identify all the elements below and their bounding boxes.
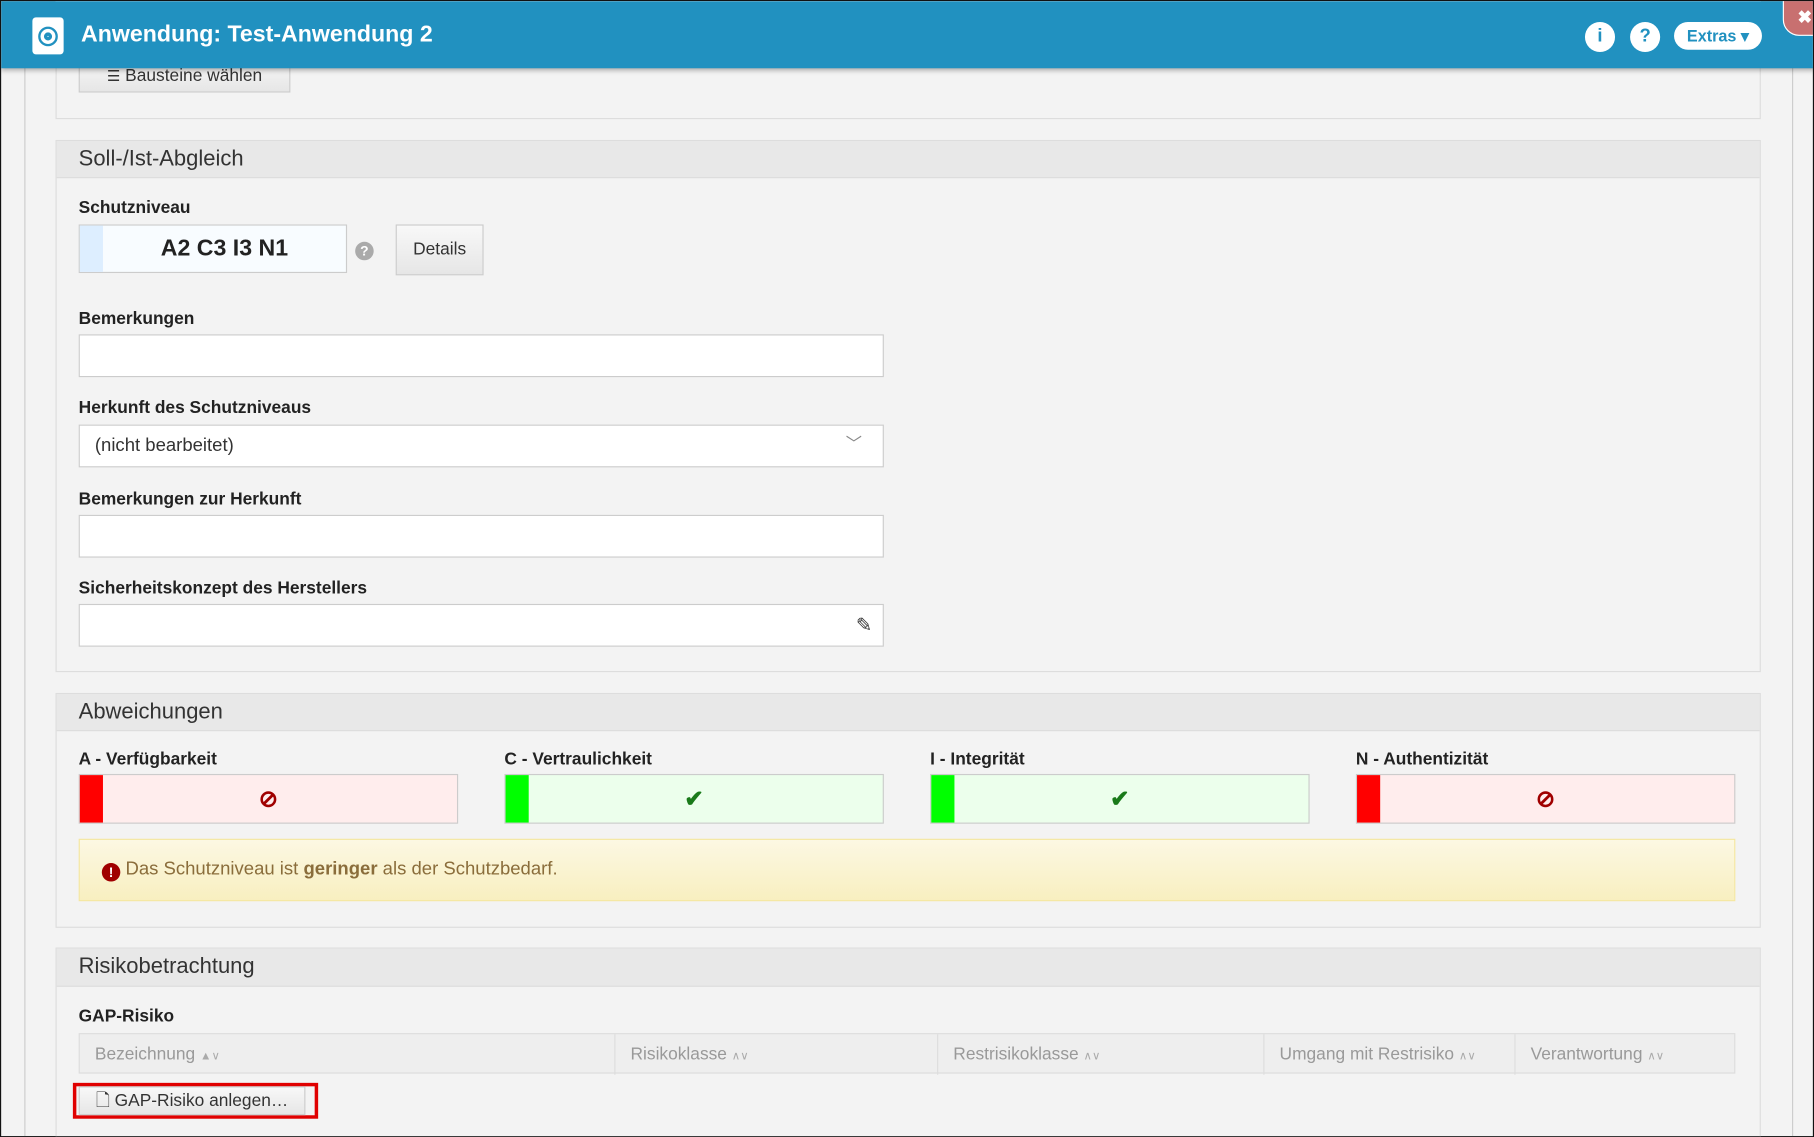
- herkunft-selected-value: (nicht bearbeitet): [95, 436, 234, 456]
- scrollbar-track[interactable]: [1792, 1, 1793, 1136]
- schutzniveau-field: A2 C3 I3 N1: [79, 224, 347, 273]
- exclamation-circle-icon: !: [102, 863, 121, 882]
- list-icon: ☰: [107, 67, 120, 84]
- application-window: Anwendung: Test-Anwendung 2 i ? Extras ▾…: [0, 0, 1814, 1137]
- column-header-bezeichnung[interactable]: Bezeichnung ▲∨: [80, 1034, 616, 1074]
- bausteine-label: Bausteine wählen: [125, 66, 262, 86]
- column-label: Restrisikoklasse: [953, 1045, 1078, 1065]
- app-logo-icon: [32, 17, 63, 54]
- document-icon: 🗋: [96, 1091, 110, 1111]
- herkunft-label: Herkunft des Schutzniveaus: [79, 398, 311, 418]
- schutzniveau-label: Schutzniveau: [79, 198, 191, 218]
- help-icon[interactable]: ?: [1630, 22, 1660, 52]
- ban-icon: ⊘: [1357, 784, 1734, 813]
- sort-icon: ▲∨: [200, 1050, 220, 1063]
- close-icon[interactable]: ✖: [1783, 0, 1814, 36]
- chevron-down-icon: ﹀: [846, 423, 862, 463]
- abweichung-status-fail: ⊘: [79, 774, 458, 824]
- sicherheitskonzept-label: Sicherheitskonzept des Herstellers: [79, 578, 367, 598]
- abweichung-label: C - Vertraulichkeit: [504, 750, 652, 770]
- help-circle-icon[interactable]: ?: [355, 242, 374, 261]
- abweichung-label: I - Integrität: [930, 750, 1024, 770]
- window-header: Anwendung: Test-Anwendung 2 i ? Extras ▾: [1, 1, 1814, 68]
- button-label: GAP-Risiko anlegen…: [115, 1091, 289, 1111]
- sort-icon: ∧∨: [1459, 1050, 1476, 1063]
- column-label: Umgang mit Restrisiko: [1280, 1045, 1455, 1065]
- gap-risiko-table-header: Bezeichnung ▲∨ Risikoklasse ∧∨ Restrisik…: [79, 1033, 1736, 1073]
- column-header-umgang[interactable]: Umgang mit Restrisiko ∧∨: [1264, 1034, 1515, 1074]
- level-bar: [80, 226, 103, 272]
- schutzniveau-value: A2 C3 I3 N1: [103, 236, 346, 263]
- section-heading: Risikobetrachtung: [57, 949, 1760, 987]
- sort-icon: ∧∨: [1083, 1050, 1100, 1063]
- warning-alert: ! Das Schutzniveau ist geringer als der …: [79, 839, 1736, 901]
- column-header-verantwortung[interactable]: Verantwortung ∧∨: [1516, 1034, 1735, 1074]
- ban-icon: ⊘: [80, 784, 457, 813]
- details-button[interactable]: Details: [396, 224, 484, 275]
- sort-icon: ∧∨: [1647, 1050, 1664, 1063]
- column-label: Bezeichnung: [95, 1045, 195, 1065]
- check-icon: ✔: [506, 784, 883, 813]
- abweichung-label: A - Verfügbarkeit: [79, 750, 217, 770]
- section-heading: Soll-/Ist-Abgleich: [57, 141, 1760, 178]
- column-header-risikoklasse[interactable]: Risikoklasse ∧∨: [615, 1034, 938, 1074]
- section-heading: Abweichungen: [57, 694, 1760, 731]
- alert-bold-text: geringer: [303, 860, 377, 880]
- bemerkungen-herkunft-label: Bemerkungen zur Herkunft: [79, 489, 302, 509]
- abweichung-status-fail: ⊘: [1356, 774, 1735, 824]
- column-label: Verantwortung: [1531, 1045, 1643, 1065]
- edit-icon[interactable]: ✎: [856, 605, 872, 645]
- bemerkungen-input[interactable]: [79, 334, 884, 377]
- herkunft-select[interactable]: (nicht bearbeitet) ﹀: [79, 425, 884, 468]
- info-icon[interactable]: i: [1585, 22, 1615, 52]
- check-icon: ✔: [931, 784, 1308, 813]
- bemerkungen-herkunft-input[interactable]: [79, 515, 884, 558]
- sort-icon: ∧∨: [732, 1050, 749, 1063]
- extras-menu-button[interactable]: Extras ▾: [1674, 22, 1762, 50]
- abweichung-status-ok: ✔: [930, 774, 1309, 824]
- gap-risiko-label: GAP-Risiko: [79, 1007, 174, 1027]
- column-header-restrisikoklasse[interactable]: Restrisikoklasse ∧∨: [938, 1034, 1264, 1074]
- gap-risiko-anlegen-button[interactable]: 🗋 GAP-Risiko anlegen…: [79, 1086, 306, 1115]
- window-title: Anwendung: Test-Anwendung 2: [81, 22, 433, 49]
- column-label: Risikoklasse: [631, 1045, 727, 1065]
- left-border: [24, 1, 25, 1136]
- abweichung-status-ok: ✔: [504, 774, 883, 824]
- bemerkungen-label: Bemerkungen: [79, 309, 195, 329]
- abweichung-label: N - Authentizität: [1356, 750, 1488, 770]
- alert-text-end: als der Schutzbedarf.: [378, 860, 558, 880]
- alert-text: Das Schutzniveau ist: [125, 860, 303, 880]
- sicherheitskonzept-input[interactable]: ✎: [79, 604, 884, 647]
